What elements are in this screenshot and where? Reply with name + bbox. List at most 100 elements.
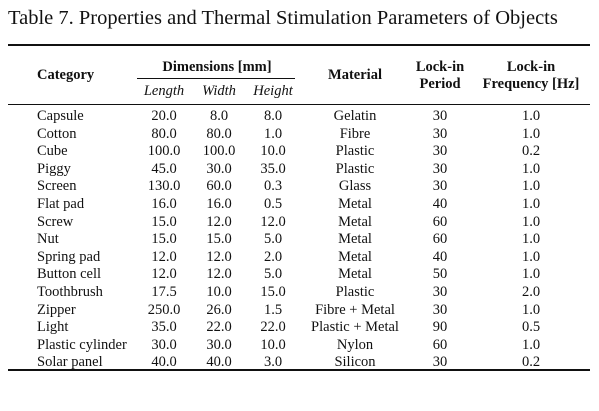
header-category: Category: [37, 67, 95, 83]
cell-period: 30: [432, 178, 448, 195]
cell-height: 0.3: [263, 178, 283, 195]
cell-frequency: 1.0: [521, 231, 541, 248]
table-body: Capsule 20.0 8.0 8.0 Gelatin 30 1.0 Cott…: [0, 108, 599, 372]
cell-length: 130.0: [147, 178, 181, 195]
cell-material: Metal: [338, 213, 372, 230]
cell-length: 12.0: [151, 266, 177, 283]
header-lockin-period-line2: Period: [419, 76, 461, 92]
cell-length: 17.5: [151, 283, 177, 300]
cell-width: 12.0: [206, 266, 232, 283]
cell-width: 80.0: [206, 125, 232, 142]
cell-length: 12.0: [151, 248, 177, 265]
cell-category: Solar panel: [37, 354, 103, 371]
cell-height: 8.0: [263, 108, 283, 124]
cell-frequency: 1.0: [521, 125, 541, 142]
cell-period: 40: [432, 195, 448, 212]
cell-period: 30: [432, 108, 448, 124]
cell-frequency: 1.0: [521, 160, 541, 177]
cell-length: 45.0: [151, 160, 177, 177]
table-row: Screw 15.0 12.0 12.0 Metal 60 1.0: [0, 214, 599, 232]
bottom-rule: [8, 369, 590, 371]
cell-width: 60.0: [206, 178, 232, 195]
cell-frequency: 1.0: [521, 178, 541, 195]
cell-category: Light: [37, 319, 69, 336]
cell-width: 26.0: [206, 301, 232, 318]
cell-frequency: 1.0: [521, 108, 541, 124]
cell-frequency: 0.2: [521, 354, 541, 371]
cell-material: Plastic + Metal: [311, 319, 399, 336]
cell-width: 10.0: [206, 283, 232, 300]
cell-height: 35.0: [260, 160, 286, 177]
cell-height: 22.0: [260, 319, 286, 336]
cell-period: 50: [432, 266, 448, 283]
header-width: Width: [202, 83, 236, 99]
cell-period: 30: [432, 354, 448, 371]
cell-material: Plastic: [335, 160, 375, 177]
cell-category: Flat pad: [37, 195, 85, 212]
table-row: Screen 130.0 60.0 0.3 Glass 30 1.0: [0, 178, 599, 196]
cell-material: Gelatin: [333, 108, 377, 124]
cell-frequency: 1.0: [521, 266, 541, 283]
cell-material: Metal: [338, 266, 372, 283]
cell-frequency: 0.5: [521, 319, 541, 336]
cell-material: Metal: [338, 195, 372, 212]
cell-height: 1.5: [263, 301, 283, 318]
cell-height: 15.0: [260, 283, 286, 300]
cell-material: Plastic: [335, 283, 375, 300]
cell-category: Cotton: [37, 125, 77, 142]
cell-width: 16.0: [206, 195, 232, 212]
table-row: Spring pad 12.0 12.0 2.0 Metal 40 1.0: [0, 249, 599, 267]
cell-length: 35.0: [151, 319, 177, 336]
cell-frequency: 1.0: [521, 336, 541, 353]
cell-frequency: 1.0: [521, 213, 541, 230]
cell-material: Glass: [338, 178, 372, 195]
cell-period: 30: [432, 160, 448, 177]
cell-width: 22.0: [206, 319, 232, 336]
cell-height: 5.0: [263, 266, 283, 283]
cell-width: 100.0: [202, 143, 236, 160]
header-material: Material: [328, 67, 382, 83]
cell-category: Plastic cylinder: [37, 336, 127, 353]
table-caption: Table 7. Properties and Thermal Stimulat…: [8, 7, 558, 29]
cell-height: 1.0: [263, 125, 283, 142]
cell-length: 100.0: [147, 143, 181, 160]
cell-height: 2.0: [263, 248, 283, 265]
cell-material: Fibre: [339, 125, 371, 142]
table-row: Solar panel 40.0 40.0 3.0 Silicon 30 0.2: [0, 354, 599, 372]
table-row: Cotton 80.0 80.0 1.0 Fibre 30 1.0: [0, 126, 599, 144]
cell-width: 15.0: [206, 231, 232, 248]
cell-length: 40.0: [151, 354, 177, 371]
cell-period: 30: [432, 125, 448, 142]
header-lockin-frequency-line1: Lock-in: [506, 59, 556, 75]
cell-frequency: 1.0: [521, 195, 541, 212]
cell-length: 15.0: [151, 231, 177, 248]
cell-material: Plastic: [335, 143, 375, 160]
table-row: Piggy 45.0 30.0 35.0 Plastic 30 1.0: [0, 161, 599, 179]
cell-category: Piggy: [37, 160, 71, 177]
cell-height: 10.0: [260, 143, 286, 160]
cell-period: 40: [432, 248, 448, 265]
cell-category: Cube: [37, 143, 68, 160]
cell-period: 60: [432, 336, 448, 353]
header-dimensions: Dimensions [mm]: [162, 59, 272, 75]
cell-category: Button cell: [37, 266, 102, 283]
cell-length: 20.0: [151, 108, 177, 124]
cell-category: Nut: [37, 231, 59, 248]
cell-length: 250.0: [147, 301, 181, 318]
cell-category: Spring pad: [37, 248, 101, 265]
cell-frequency: 2.0: [521, 283, 541, 300]
cell-frequency: 1.0: [521, 301, 541, 318]
cell-period: 30: [432, 143, 448, 160]
header-lockin-period-line1: Lock-in: [415, 59, 465, 75]
table-row: Button cell 12.0 12.0 5.0 Metal 50 1.0: [0, 266, 599, 284]
cell-width: 40.0: [206, 354, 232, 371]
table-row: Zipper 250.0 26.0 1.5 Fibre + Metal 30 1…: [0, 302, 599, 320]
cell-length: 80.0: [151, 125, 177, 142]
cell-width: 8.0: [209, 108, 229, 124]
cell-width: 30.0: [206, 336, 232, 353]
cell-frequency: 1.0: [521, 248, 541, 265]
table-row: Toothbrush 17.5 10.0 15.0 Plastic 30 2.0: [0, 284, 599, 302]
cell-width: 30.0: [206, 160, 232, 177]
cell-material: Fibre + Metal: [315, 301, 395, 318]
